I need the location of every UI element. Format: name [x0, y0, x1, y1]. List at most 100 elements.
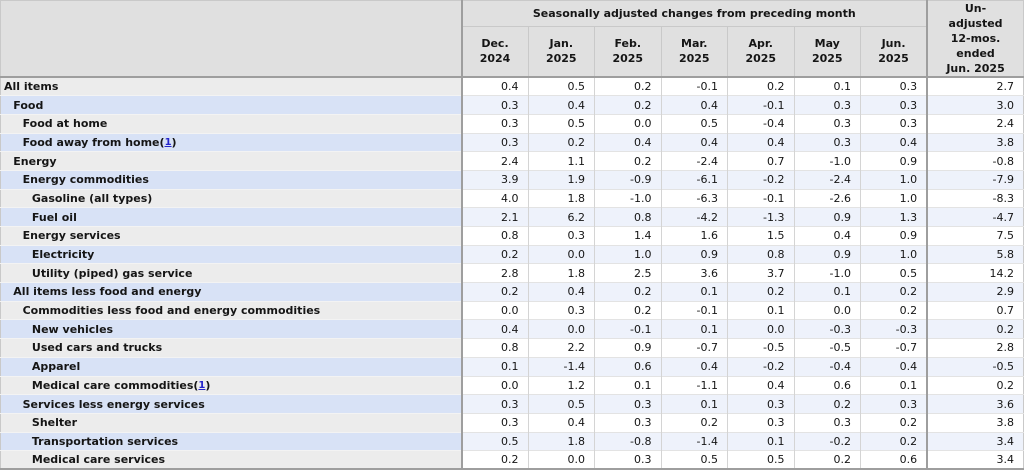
value-cell: -6.3: [660, 188, 728, 208]
row-label: Gasoline (all types): [0, 188, 462, 208]
value-cell: -1.0: [793, 263, 861, 283]
value-cell: 0.7: [727, 151, 794, 171]
footnote-link[interactable]: 1: [164, 136, 172, 148]
value-cell: 1.2: [527, 375, 595, 395]
value-cell: 0.3: [460, 95, 528, 115]
value-cell: 0.1: [594, 375, 661, 395]
unadjusted-value-cell: 3.4: [926, 431, 1024, 451]
table-row: Food 0.3 0.4 0.2 0.4 -0.1 0.3 0.3 3.0: [0, 95, 1024, 115]
value-cell: 1.4: [594, 226, 661, 246]
unadjusted-value-cell: 0.7: [926, 300, 1024, 320]
table-row: Food away from home(1) 0.3 0.2 0.4 0.4 0.4 0.3…: [0, 132, 1024, 152]
corner-cell: [0, 0, 463, 78]
value-cell: 0.0: [527, 244, 595, 264]
unadjusted-value-cell: -4.7: [926, 207, 1024, 227]
value-cell: -0.1: [660, 300, 728, 320]
value-cell: 1.0: [860, 244, 928, 264]
value-cell: 0.9: [793, 244, 861, 264]
value-cell: 0.3: [793, 412, 861, 433]
value-cell: 1.6: [660, 226, 728, 246]
table-row: Used cars and trucks 0.8 2.2 0.9 -0.7 -0.5 -0.…: [0, 338, 1024, 358]
value-cell: 0.5: [660, 113, 728, 134]
value-cell: 0.0: [527, 319, 595, 339]
value-cell: -1.1: [660, 375, 728, 395]
footnote-link[interactable]: 1: [198, 379, 206, 391]
value-cell: 0.4: [860, 356, 928, 376]
table-row: Services less energy services 0.3 0.5 0.3 0.…: [0, 394, 1024, 414]
value-cell: 0.2: [660, 412, 728, 433]
row-label: Energy commodities: [0, 169, 462, 190]
value-cell: 0.4: [860, 132, 928, 152]
row-label: Electricity: [0, 244, 462, 264]
value-cell: 0.3: [793, 113, 861, 134]
row-label: Food: [0, 95, 462, 115]
value-cell: 0.0: [793, 300, 861, 320]
value-cell: 3.6: [660, 263, 728, 283]
value-cell: 0.4: [660, 356, 728, 376]
value-cell: 0.3: [727, 412, 794, 433]
row-label: Utility (piped) gas service: [0, 263, 462, 283]
value-cell: 2.8: [460, 263, 528, 283]
value-cell: 3.7: [727, 263, 794, 283]
value-cell: -0.7: [860, 338, 928, 358]
value-cell: 0.2: [460, 282, 528, 302]
value-cell: 0.8: [460, 338, 528, 358]
value-cell: 0.9: [594, 338, 661, 358]
row-label: All items less food and energy: [0, 282, 462, 302]
unadjusted-value-cell: -0.8: [926, 151, 1024, 171]
table-row: Gasoline (all types) 4.0 1.8 -1.0 -6.3 -0.1 -2…: [0, 188, 1024, 208]
row-label: Fuel oil: [0, 207, 462, 227]
row-label: Energy services: [0, 226, 462, 246]
table-row: Apparel 0.1 -1.4 0.6 0.4 -0.2 -0.4 0.4 -0.5: [0, 356, 1024, 376]
unadjusted-value-cell: 2.9: [926, 282, 1024, 302]
unadjusted-value-cell: 3.4: [926, 450, 1024, 470]
value-cell: 0.1: [793, 282, 861, 302]
value-cell: 0.3: [793, 132, 861, 152]
table-row: Electricity 0.2 0.0 1.0 0.9 0.8 0.9 1.0 5.8: [0, 244, 1024, 264]
value-cell: 0.1: [660, 394, 728, 414]
value-cell: 0.2: [727, 282, 794, 302]
value-cell: -2.4: [660, 151, 728, 171]
value-cell: 0.3: [594, 394, 661, 414]
value-cell: -0.2: [727, 356, 794, 376]
value-cell: 0.3: [860, 76, 928, 96]
value-cell: -1.0: [793, 151, 861, 171]
value-cell: 0.2: [460, 450, 528, 470]
value-cell: 0.4: [594, 132, 661, 152]
value-cell: -0.5: [793, 338, 861, 358]
unadjusted-value-cell: 3.0: [926, 95, 1024, 115]
value-cell: 0.4: [527, 282, 595, 302]
value-cell: 0.3: [860, 95, 928, 115]
table-row: New vehicles 0.4 0.0 -0.1 0.1 0.0 -0.3 -0.3 0.2: [0, 319, 1024, 339]
value-cell: 3.9: [460, 169, 528, 190]
value-cell: -0.3: [793, 319, 861, 339]
value-cell: 0.3: [527, 300, 595, 320]
value-cell: 0.3: [594, 450, 661, 470]
value-cell: -0.5: [727, 338, 794, 358]
unadjusted-value-cell: -7.9: [926, 169, 1024, 190]
value-cell: 0.0: [460, 375, 528, 395]
month-header-row: Dec. 2024 Jan. 2025 Feb. 2025 Mar. 2025 Apr. 2025…: [1, 26, 1024, 78]
value-cell: 0.2: [793, 394, 861, 414]
table-row: Medical care commodities(1) 0.0 1.2 0.1 -1.1…: [0, 375, 1024, 395]
value-cell: 0.5: [660, 450, 728, 470]
value-cell: 0.2: [594, 151, 661, 171]
value-cell: -4.2: [660, 207, 728, 227]
unadjusted-value-cell: 7.5: [926, 226, 1024, 246]
value-cell: 0.4: [660, 132, 728, 152]
value-cell: 0.6: [793, 375, 861, 395]
value-cell: 0.8: [460, 226, 528, 246]
value-cell: 0.9: [860, 226, 928, 246]
value-cell: 0.3: [460, 394, 528, 414]
value-cell: 0.5: [860, 263, 928, 283]
value-cell: 0.8: [727, 244, 794, 264]
column-header-5: Apr. 2025: [727, 26, 794, 78]
value-cell: 1.8: [527, 431, 595, 451]
row-label: Services less energy services: [0, 394, 462, 414]
value-cell: 0.5: [527, 394, 595, 414]
value-cell: 0.9: [793, 207, 861, 227]
value-cell: 0.9: [660, 244, 728, 264]
value-cell: -0.4: [727, 113, 794, 134]
value-cell: 0.2: [727, 76, 794, 96]
